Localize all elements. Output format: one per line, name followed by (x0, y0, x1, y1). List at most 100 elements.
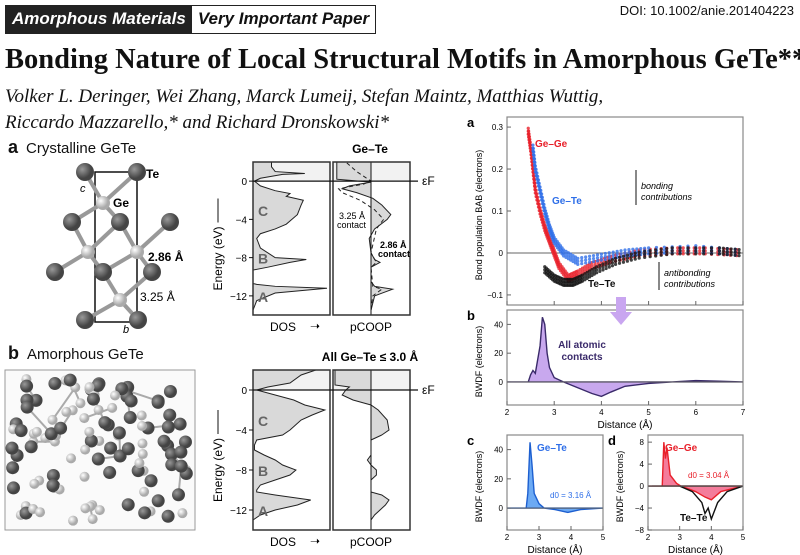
scatter-point (629, 258, 633, 262)
te-atom (94, 263, 112, 281)
te-atom (98, 416, 112, 430)
x-tick-label: 5 (601, 533, 606, 542)
y-tick-label: −8 (236, 254, 248, 265)
scatter-point (654, 251, 658, 255)
te-atom (24, 440, 38, 454)
scatter-point (627, 251, 631, 255)
y-axis-label: Bond population BAB (electrons) (474, 150, 484, 281)
ge-atom (75, 398, 86, 409)
ge-atom (47, 414, 58, 425)
scatter-point (717, 252, 722, 256)
scatter-point (627, 248, 631, 252)
scatter-point (607, 262, 611, 266)
scatter-point (532, 150, 536, 154)
scatter-point (580, 273, 585, 277)
scatter-point (613, 259, 618, 263)
scatter-point (583, 278, 587, 282)
ge-atom (136, 410, 147, 421)
scatter-point (573, 261, 578, 265)
scatter-point (617, 261, 622, 265)
scatter-point (598, 263, 602, 267)
scatter-point (725, 246, 729, 251)
scatter-point (588, 272, 592, 276)
scatter-point (613, 256, 618, 260)
scatter-point (532, 157, 537, 161)
te-atom (128, 163, 146, 181)
scatter-point (607, 257, 611, 261)
scatter-point (580, 266, 585, 270)
pcoop-label: pCOOP (350, 320, 392, 334)
scatter-point (648, 249, 652, 253)
scatter-point (576, 272, 580, 276)
scatter-point (607, 251, 611, 255)
dos-label: DOS (270, 535, 296, 549)
y-tick-label: 0.3 (492, 123, 504, 132)
scatter-point (595, 265, 599, 269)
scatter-point (721, 249, 725, 253)
scatter-point (621, 260, 626, 264)
scatter-point (540, 192, 544, 196)
scatter-point (603, 257, 607, 262)
scatter-point (583, 265, 587, 269)
x-tick-label: 7 (741, 408, 746, 417)
x-tick-label: 6 (694, 408, 699, 417)
te-atom (121, 442, 135, 456)
scatter-point (595, 271, 599, 275)
y-axis-label: BWDF (electrons) (474, 451, 484, 523)
scatter-point (623, 251, 627, 255)
bond-length-long: 3.25 Å (140, 289, 175, 304)
y-tick-label: −4 (236, 426, 248, 437)
panel-letter: b (467, 308, 475, 323)
dos-panel-b: εF 0 −4 −8 −12 C B A Energy (eV) DOS ➝ pCOOP (211, 369, 435, 549)
scatter-point (702, 249, 706, 253)
y-tick-label: 0 (499, 378, 504, 387)
scatter-point (610, 258, 615, 262)
scatter-point (615, 252, 619, 256)
ge-atom (35, 507, 46, 518)
scatter-point (629, 255, 633, 259)
scatter-point (698, 249, 702, 253)
scatter-point (604, 266, 608, 271)
scatter-point (536, 199, 541, 203)
scatter-point (528, 140, 532, 144)
scatter-point (537, 202, 541, 207)
scatter-point (536, 174, 540, 179)
y-tick-label: −8 (635, 526, 645, 535)
scatter-point (709, 249, 714, 253)
scatter-point (623, 248, 627, 252)
panel-title: Amorphous GeTe (27, 346, 144, 363)
ge-atom (139, 486, 150, 497)
scatter-point (569, 252, 573, 256)
band-label: C (258, 203, 268, 219)
y-tick-label: 4 (640, 460, 645, 469)
te-atom (161, 213, 179, 231)
axis-c-label: c (80, 183, 86, 195)
y-tick-label: −4 (635, 504, 645, 513)
doi[interactable]: DOI: 10.1002/anie.201404223 (619, 3, 794, 18)
scatter-point (603, 251, 607, 256)
fig1-panel-a-heading: a Crystalline GeTe (8, 137, 136, 158)
scatter-point (580, 276, 585, 280)
panel-letter: b (8, 343, 19, 363)
scatter-point (603, 254, 607, 259)
scatter-point (678, 246, 682, 250)
te-atom (103, 466, 117, 480)
crystal-structure-image: c b Te Ge 2.86 Å 3.25 Å (46, 163, 184, 336)
annot-short-2: contact (378, 249, 410, 259)
atom-label-ge: Ge (113, 196, 129, 210)
band-label: C (258, 413, 268, 429)
y-tick-label: 0 (241, 177, 247, 188)
scatter-point (615, 249, 619, 253)
scatter-point (721, 252, 725, 256)
scatter-point (576, 256, 580, 260)
scatter-point (659, 253, 663, 257)
scatter-point (588, 275, 592, 279)
scatter-point (601, 265, 605, 269)
d0-label: d0 = 3.16 Å (550, 491, 592, 500)
scatter-point (564, 249, 568, 253)
te-atom (76, 163, 94, 181)
bond-length-short: 2.86 Å (148, 249, 184, 264)
te-atom (138, 506, 152, 520)
scatter-point (546, 217, 550, 221)
scatter-point (573, 258, 578, 262)
